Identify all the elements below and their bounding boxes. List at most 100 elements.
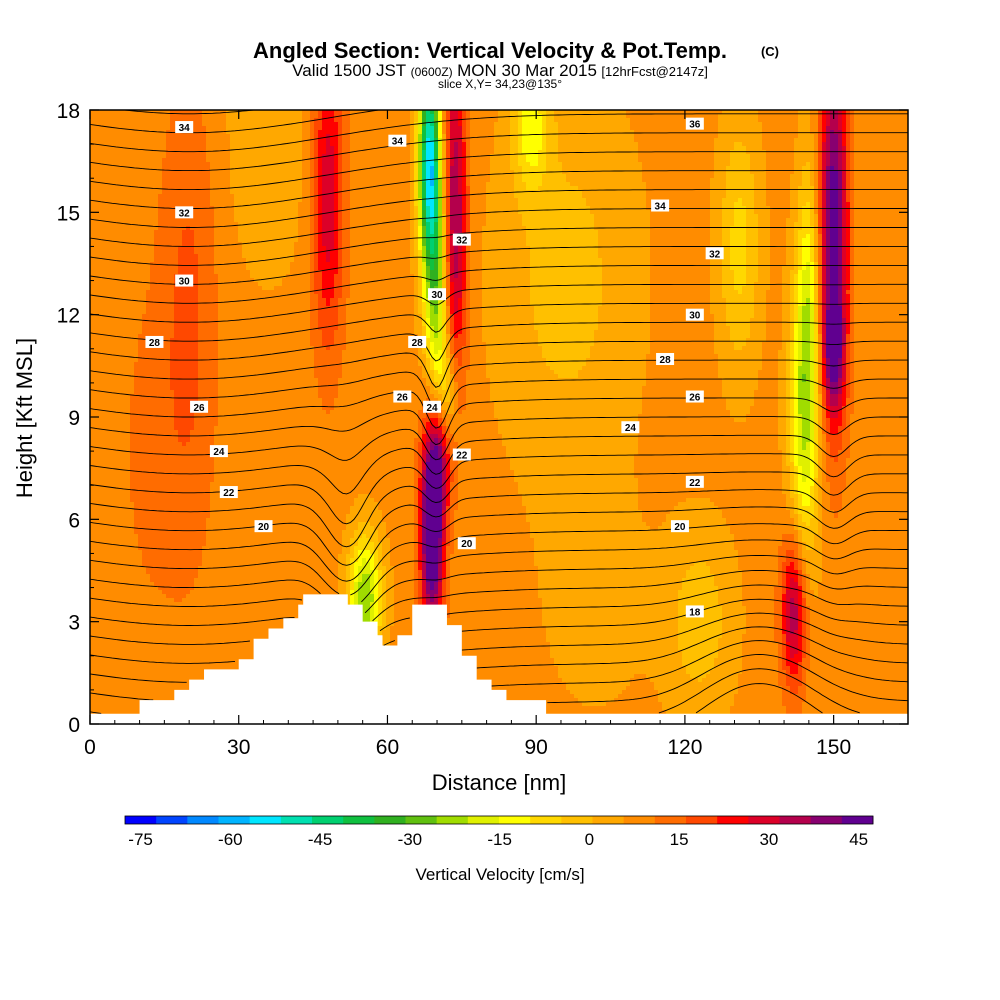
velocity-cell xyxy=(98,198,103,203)
velocity-cell xyxy=(810,114,815,119)
velocity-cell xyxy=(526,174,531,179)
velocity-cell xyxy=(478,186,483,191)
velocity-cell xyxy=(678,190,683,195)
velocity-cell xyxy=(418,154,423,159)
velocity-cell xyxy=(426,186,431,191)
velocity-cell xyxy=(862,118,867,123)
velocity-cell xyxy=(550,150,555,155)
velocity-cell xyxy=(782,178,787,183)
velocity-cell xyxy=(654,130,659,135)
velocity-cell xyxy=(494,142,499,147)
velocity-cell xyxy=(702,130,707,135)
velocity-cell xyxy=(346,206,351,211)
velocity-cell xyxy=(190,158,195,163)
velocity-cell xyxy=(474,142,479,147)
velocity-cell xyxy=(218,206,223,211)
velocity-cell xyxy=(878,182,883,187)
velocity-cell xyxy=(778,146,783,151)
velocity-cell xyxy=(838,186,843,191)
velocity-cell xyxy=(634,142,639,147)
velocity-cell xyxy=(490,166,495,171)
velocity-cell xyxy=(394,198,399,203)
velocity-cell xyxy=(890,110,895,115)
velocity-cell xyxy=(522,198,527,203)
velocity-cell xyxy=(462,130,467,135)
velocity-cell xyxy=(902,122,907,127)
velocity-cell xyxy=(438,162,443,167)
velocity-cell xyxy=(230,202,235,207)
velocity-cell xyxy=(98,134,103,139)
velocity-cell xyxy=(478,198,483,203)
velocity-cell xyxy=(674,166,679,171)
subtitle-valid-z: (0600Z) xyxy=(411,65,453,79)
velocity-cell xyxy=(598,170,603,175)
velocity-cell xyxy=(126,202,131,207)
velocity-cell xyxy=(762,134,767,139)
velocity-cell xyxy=(814,178,819,183)
velocity-cell xyxy=(678,154,683,159)
velocity-cell xyxy=(402,174,407,179)
velocity-cell xyxy=(682,190,687,195)
velocity-cell xyxy=(882,174,887,179)
velocity-cell xyxy=(806,146,811,151)
velocity-cell xyxy=(906,146,908,151)
velocity-cell xyxy=(674,194,679,199)
velocity-cell xyxy=(258,154,263,159)
velocity-cell xyxy=(466,122,471,127)
velocity-cell xyxy=(118,110,123,115)
velocity-cell xyxy=(886,162,891,167)
velocity-cell xyxy=(438,114,443,119)
velocity-cell xyxy=(706,126,711,131)
velocity-cell xyxy=(370,194,375,199)
velocity-cell xyxy=(826,138,831,143)
velocity-cell xyxy=(670,118,675,123)
velocity-cell xyxy=(670,150,675,155)
velocity-cell xyxy=(470,202,475,207)
velocity-cell xyxy=(554,178,559,183)
velocity-cell xyxy=(562,174,567,179)
velocity-cell xyxy=(770,142,775,147)
velocity-cell xyxy=(582,158,587,163)
velocity-cell xyxy=(802,134,807,139)
velocity-cell xyxy=(434,150,439,155)
velocity-cell xyxy=(134,158,139,163)
velocity-cell xyxy=(746,170,751,175)
velocity-cell xyxy=(422,186,427,191)
velocity-cell xyxy=(546,166,551,171)
velocity-cell xyxy=(874,138,879,143)
velocity-cell xyxy=(322,142,327,147)
velocity-cell xyxy=(390,162,395,167)
velocity-cell xyxy=(774,122,779,127)
velocity-cell xyxy=(806,182,811,187)
velocity-cell xyxy=(790,142,795,147)
velocity-cell xyxy=(854,134,859,139)
velocity-cell xyxy=(542,190,547,195)
velocity-cell xyxy=(394,166,399,171)
velocity-cell xyxy=(234,162,239,167)
velocity-cell xyxy=(542,182,547,187)
velocity-cell xyxy=(406,158,411,163)
velocity-cell xyxy=(394,122,399,127)
velocity-cell xyxy=(130,194,135,199)
velocity-cell xyxy=(594,174,599,179)
velocity-cell xyxy=(226,198,231,203)
velocity-cell xyxy=(206,182,211,187)
velocity-cell xyxy=(370,186,375,191)
velocity-cell xyxy=(350,206,355,211)
velocity-cell xyxy=(842,166,847,171)
velocity-cell xyxy=(150,162,155,167)
velocity-cell xyxy=(710,142,715,147)
velocity-cell xyxy=(406,130,411,135)
velocity-cell xyxy=(802,190,807,195)
velocity-cell xyxy=(694,166,699,171)
velocity-cell xyxy=(482,114,487,119)
velocity-cell xyxy=(642,174,647,179)
velocity-cell xyxy=(238,122,243,127)
velocity-cell xyxy=(870,194,875,199)
velocity-cell xyxy=(774,150,779,155)
velocity-cell xyxy=(702,202,707,207)
velocity-cell xyxy=(166,170,171,175)
velocity-cell xyxy=(858,150,863,155)
velocity-cell xyxy=(602,178,607,183)
velocity-cell xyxy=(250,158,255,163)
